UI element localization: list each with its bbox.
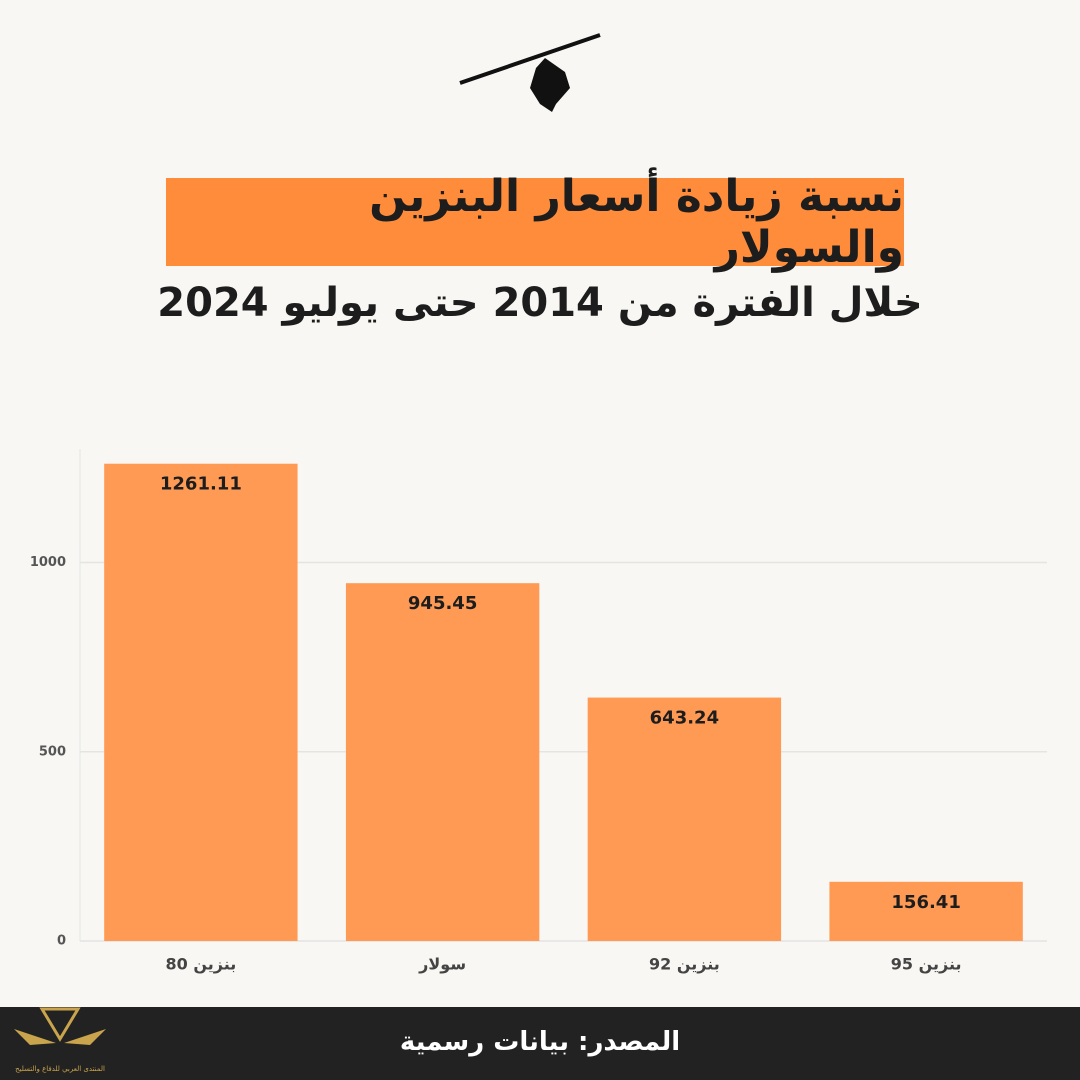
bar — [587, 697, 782, 941]
x-tick-label: بنزين 80 — [166, 955, 237, 974]
subtitle: خلال الفترة من 2014 حتى يوليو 2024 — [157, 280, 923, 326]
logo-shield — [39, 1007, 81, 1042]
chart: 0 500 1000 1261.11 بنزين 80 945.45 سولار 643.24… — [30, 449, 1047, 974]
logo-text: المنتدى العربي للدفاع والتسليح — [15, 1065, 105, 1073]
logo-stroke — [459, 33, 601, 85]
bar — [345, 583, 540, 941]
title: نسبة زيادة أسعار البنزين والسولار — [369, 171, 904, 273]
y-tick-label: 0 — [57, 934, 66, 949]
value-label: 643.24 — [650, 708, 719, 729]
y-tick-label: 1000 — [30, 555, 66, 570]
x-tick-label: سولار — [418, 955, 466, 974]
value-label: 156.41 — [891, 892, 960, 913]
footer: المنتدى العربي للدفاع والتسليح المصدر: ب… — [0, 1007, 1080, 1080]
source: المصدر: بيانات رسمية — [399, 1027, 681, 1057]
bar — [104, 463, 298, 941]
value-label: 1261.11 — [160, 474, 242, 495]
y-tick-label: 500 — [39, 744, 66, 759]
value-label: 945.45 — [408, 593, 477, 614]
title-box: نسبة زيادة أسعار البنزين والسولار — [166, 171, 904, 273]
logo-wings — [14, 1029, 106, 1045]
footer-logo — [14, 1007, 106, 1045]
logo-shape — [530, 58, 570, 112]
bar — [829, 881, 1023, 941]
top-logo — [459, 33, 601, 112]
x-tick-label: بنزين 95 — [891, 955, 962, 974]
x-tick-label: بنزين 92 — [649, 955, 720, 974]
